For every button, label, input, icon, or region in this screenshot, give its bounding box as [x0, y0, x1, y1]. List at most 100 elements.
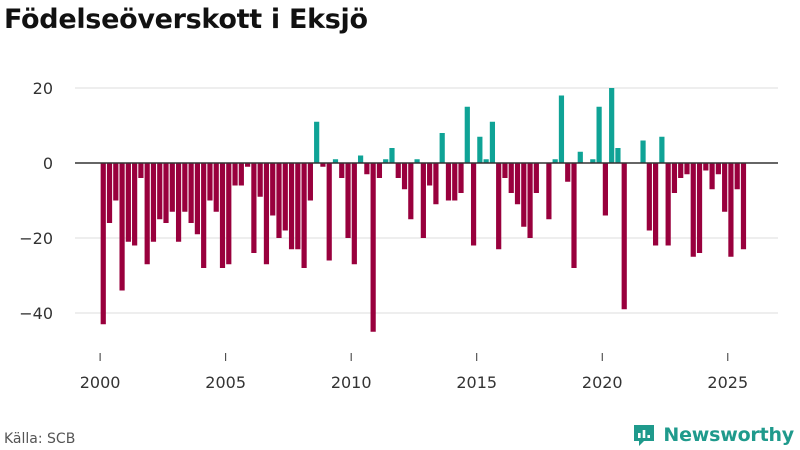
bar: [445, 163, 452, 201]
bar: [715, 163, 721, 175]
bar: [119, 163, 125, 291]
bar: [219, 163, 226, 268]
bar: [489, 121, 496, 163]
bar: [433, 163, 439, 205]
bar: [659, 136, 665, 163]
bar: [144, 163, 150, 265]
bar: [251, 163, 257, 253]
bar: [314, 121, 320, 163]
bar: [295, 163, 301, 250]
bar: [163, 163, 169, 223]
bar: [138, 163, 144, 178]
y-tick-label: 0: [43, 154, 53, 173]
bar: [370, 163, 376, 332]
bar: [722, 163, 728, 212]
bar: [257, 163, 263, 197]
bar: [245, 163, 251, 167]
bar: [301, 163, 307, 268]
brand-name: Newsworthy: [663, 424, 794, 446]
bar: [169, 163, 175, 212]
bar: [332, 159, 339, 163]
x-axis: 2000 2005 2010 2015 2020 2025: [80, 353, 748, 392]
bar: [364, 163, 370, 175]
bar: [389, 148, 395, 163]
bar: [740, 163, 747, 250]
bar: [357, 155, 364, 163]
bar: [565, 163, 571, 182]
x-tick-label: 2020: [582, 373, 623, 392]
y-tick-labels: 20 0 −20 −40: [19, 79, 53, 323]
bar: [320, 163, 326, 167]
bar: [132, 163, 138, 246]
x-tick-label: 2000: [80, 373, 121, 392]
bar: [496, 163, 502, 250]
bar: [106, 163, 113, 223]
bar: [621, 163, 627, 310]
bar: [157, 163, 163, 220]
bar: [150, 163, 157, 242]
bar: [263, 163, 270, 265]
bar: [270, 163, 276, 216]
x-tick-label: 2015: [456, 373, 497, 392]
bar: [125, 163, 131, 242]
chart-title: Födelseöverskott i Eksjö: [4, 4, 368, 35]
bar: [288, 163, 295, 250]
bar: [609, 88, 615, 163]
bar: [577, 151, 583, 163]
bar: [182, 163, 188, 212]
bar: [596, 106, 602, 163]
bar: [401, 163, 408, 190]
bar: [696, 163, 703, 253]
bar: [502, 163, 508, 178]
bar-chart: 20 0 −20 −40 2000 2005 2010 2015 2020 2025: [19, 79, 778, 392]
brand-logo[interactable]: Newsworthy: [631, 421, 794, 449]
bar: [615, 148, 621, 163]
bar: [728, 163, 734, 257]
bar: [590, 159, 596, 163]
bar: [383, 159, 389, 163]
source-note: Källa: SCB: [4, 431, 76, 447]
bar: [113, 163, 119, 201]
bar: [571, 163, 577, 268]
bar: [483, 159, 489, 163]
bar: [376, 163, 383, 178]
bar: [646, 163, 652, 231]
bar: [395, 163, 401, 178]
bars: [100, 88, 747, 332]
bar: [307, 163, 313, 201]
bar: [201, 163, 207, 268]
bar: [464, 106, 470, 163]
bar: [351, 163, 357, 265]
bar: [282, 163, 288, 231]
bar: [470, 163, 477, 246]
x-tick-label: 2025: [707, 373, 748, 392]
bar: [558, 95, 565, 163]
bar: [420, 163, 426, 238]
bar: [175, 163, 182, 242]
bar: [602, 163, 608, 216]
bar: [100, 163, 106, 325]
bar: [414, 159, 420, 163]
bar: [684, 163, 690, 175]
y-tick-label: −20: [19, 229, 53, 248]
bar: [552, 159, 558, 163]
bar: [514, 163, 521, 205]
bar: [339, 163, 345, 178]
bar: [213, 163, 219, 212]
x-tick-label: 2005: [205, 373, 246, 392]
x-tick-label: 2010: [331, 373, 372, 392]
bar: [640, 140, 646, 163]
bar: [521, 163, 527, 227]
bar: [326, 163, 332, 261]
bar: [458, 163, 464, 193]
y-tick-label: −40: [19, 304, 53, 323]
bar: [678, 163, 684, 178]
bar: [232, 163, 238, 186]
bar: [546, 163, 552, 220]
bar: [734, 163, 740, 190]
bar: [690, 163, 696, 257]
bar: [226, 163, 232, 265]
bar: [709, 163, 715, 190]
bar: [188, 163, 194, 223]
bar: [653, 163, 659, 246]
